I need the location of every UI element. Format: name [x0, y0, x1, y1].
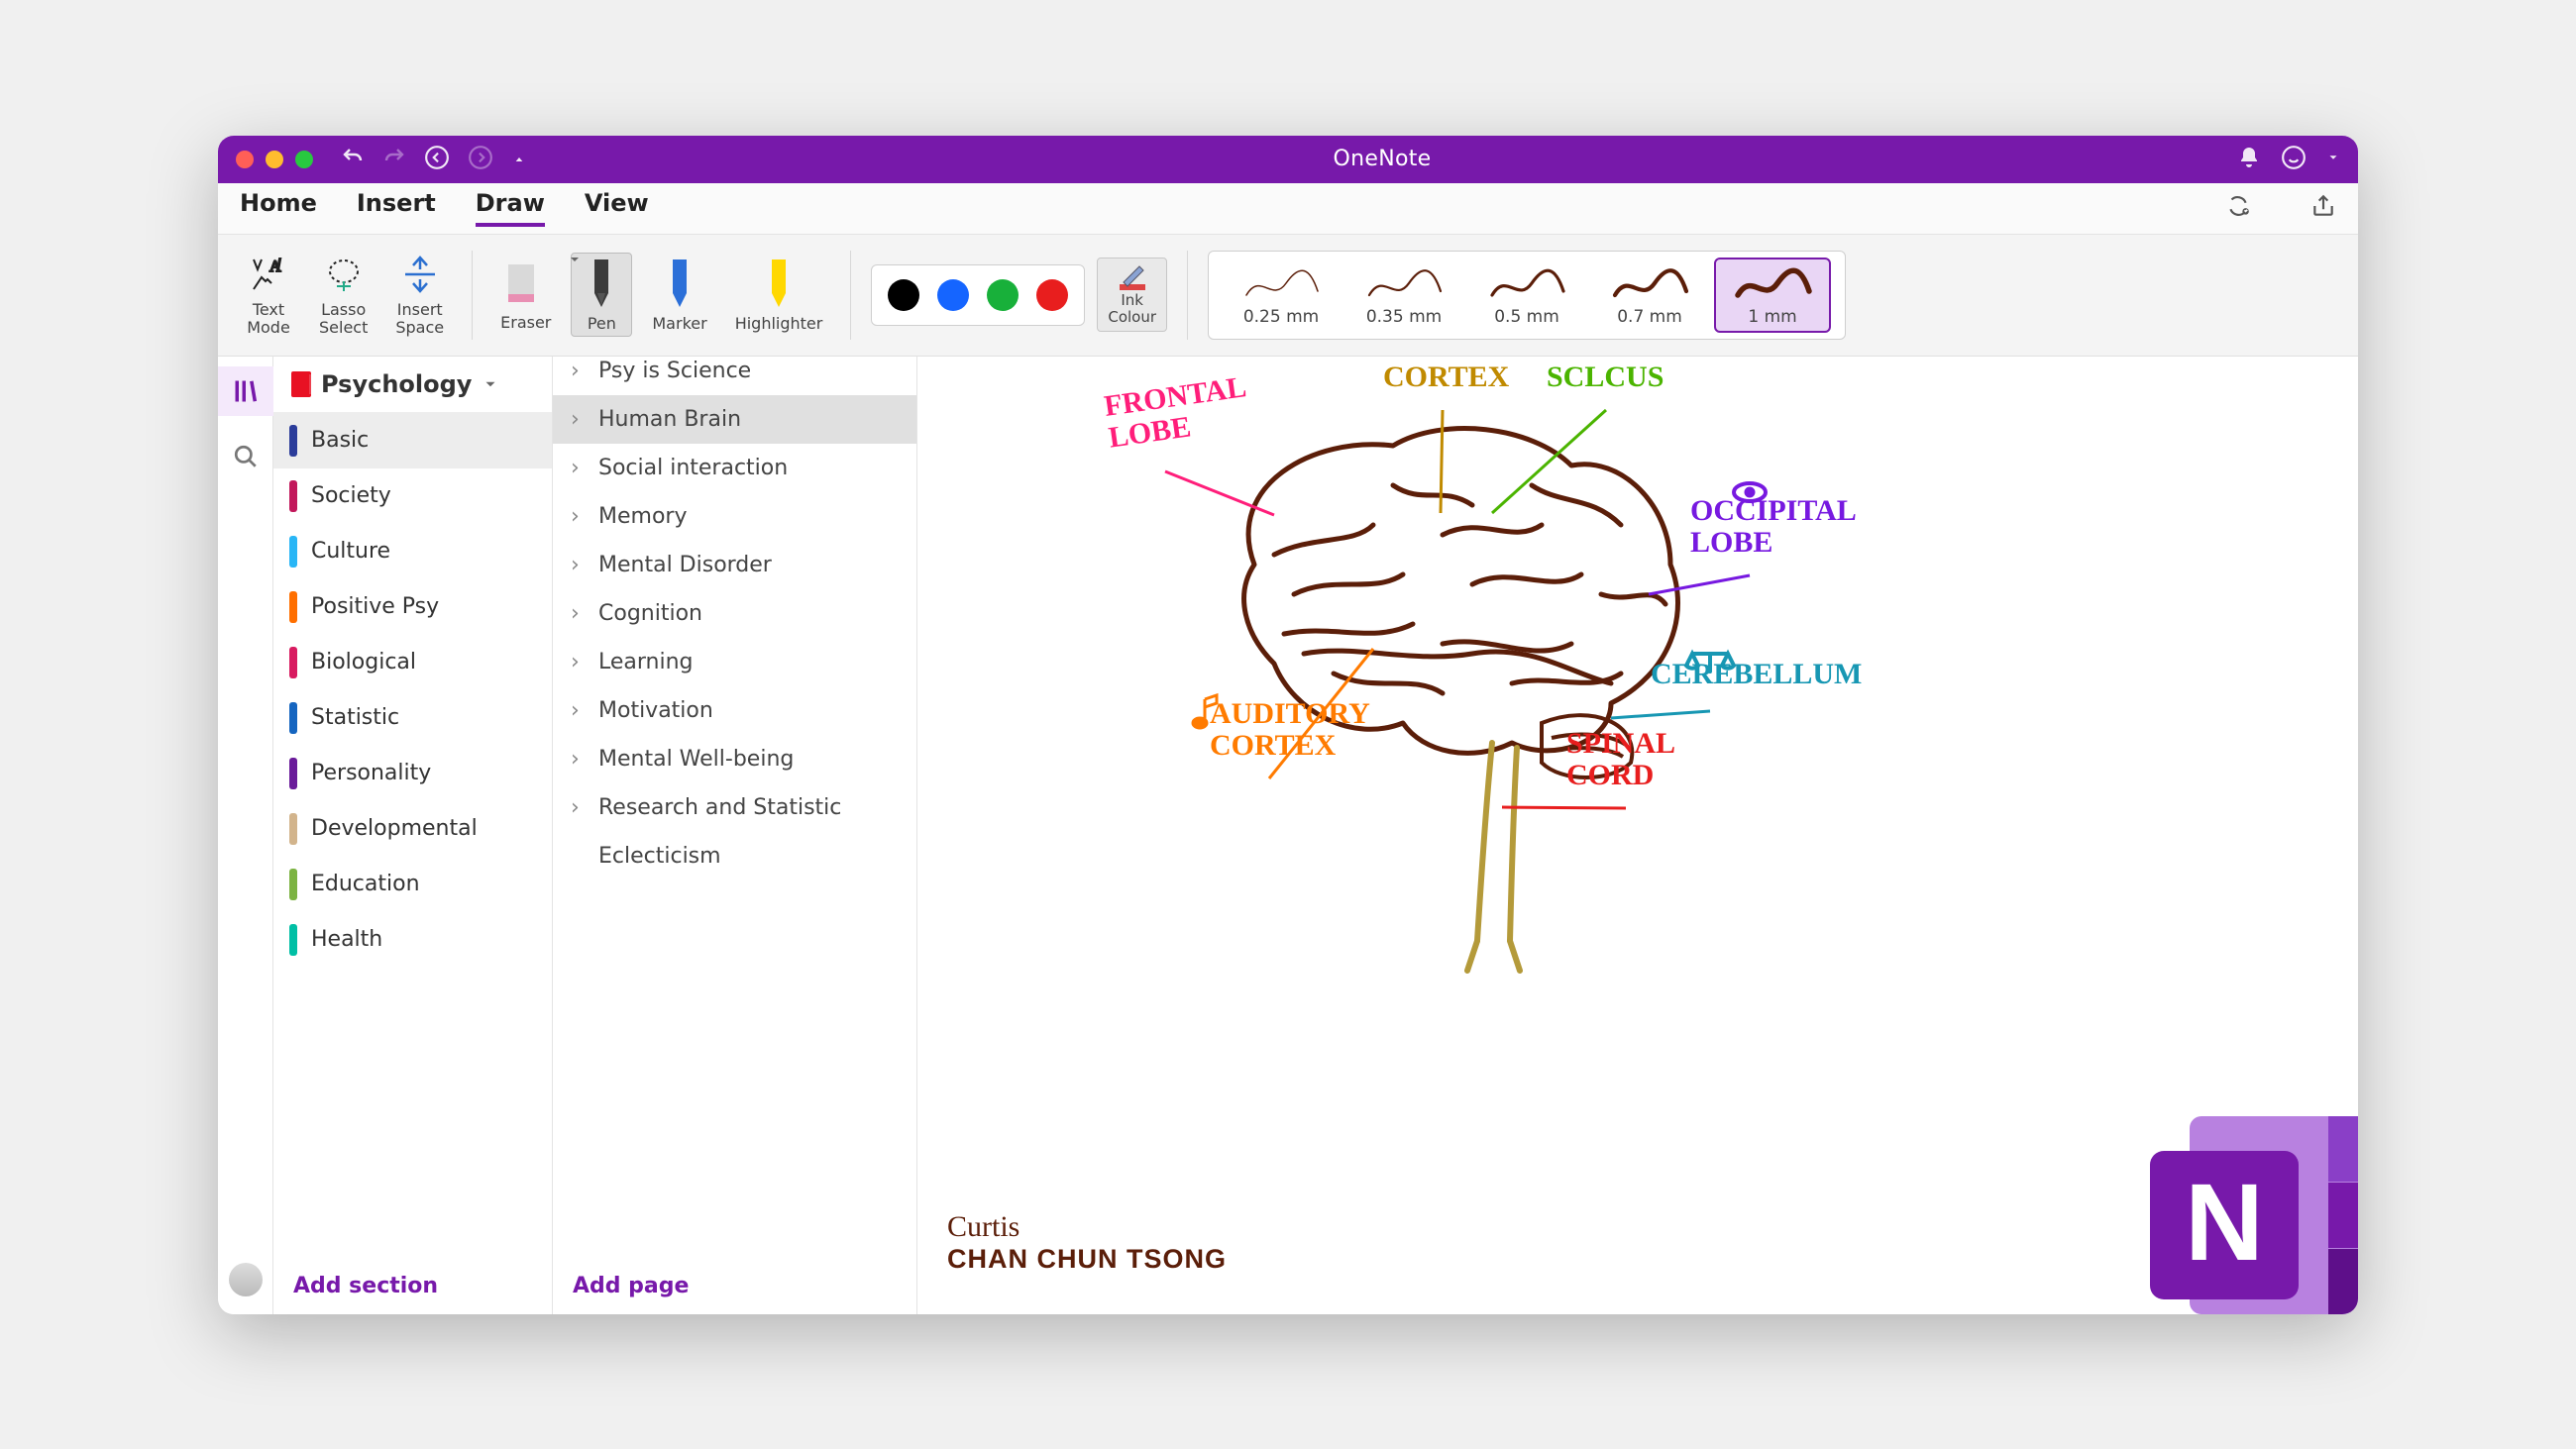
- content-area: Psychology BasicSocietyCulturePositive P…: [218, 357, 2358, 1314]
- tab-home[interactable]: Home: [240, 189, 317, 227]
- ink-swatches: [871, 264, 1085, 326]
- feedback-icon[interactable]: [2281, 145, 2307, 174]
- page-mental-disorder[interactable]: ›Mental Disorder: [553, 541, 916, 589]
- section-culture[interactable]: Culture: [273, 524, 552, 579]
- lasso-select-button[interactable]: Lasso Select: [311, 250, 376, 340]
- minimize-button[interactable]: [266, 151, 283, 168]
- section-positive-psy[interactable]: Positive Psy: [273, 579, 552, 635]
- logo-letter: N: [2185, 1162, 2263, 1284]
- svg-text:SPINAL: SPINAL: [1566, 727, 1675, 760]
- ink-colour-button[interactable]: Ink Colour: [1097, 258, 1167, 332]
- undo-icon[interactable]: [341, 146, 365, 173]
- notebook-color-swatch: [291, 371, 311, 397]
- quick-access: [341, 145, 527, 174]
- svg-text:OCCIPITAL: OCCIPITAL: [1690, 494, 1857, 527]
- section-education[interactable]: Education: [273, 857, 552, 912]
- section-biological[interactable]: Biological: [273, 635, 552, 690]
- add-section-button[interactable]: Add section: [273, 1258, 552, 1314]
- close-button[interactable]: [236, 151, 254, 168]
- ink-swatch-0[interactable]: [888, 279, 919, 311]
- back-icon[interactable]: [424, 145, 450, 174]
- qat-dropdown-icon[interactable]: [511, 150, 527, 169]
- page-mental-well-being[interactable]: ›Mental Well-being: [553, 735, 916, 783]
- eraser-button[interactable]: Eraser: [492, 255, 559, 336]
- page-cognition[interactable]: ›Cognition: [553, 589, 916, 638]
- add-page-button[interactable]: Add page: [553, 1258, 916, 1314]
- notifications-icon[interactable]: [2237, 146, 2261, 173]
- svg-text:CEREBELLUM: CEREBELLUM: [1651, 658, 1862, 690]
- section-society[interactable]: Society: [273, 468, 552, 524]
- page-research-and-statistic[interactable]: ›Research and Statistic: [553, 783, 916, 832]
- ink-colour-label: Ink Colour: [1108, 292, 1156, 325]
- titlebar: OneNote: [218, 136, 2358, 183]
- ink-swatch-2[interactable]: [987, 279, 1019, 311]
- window-controls: [236, 151, 313, 168]
- notebook-picker[interactable]: Psychology: [273, 357, 552, 413]
- pages-panel: ›Psy is Science›Human Brain›Social inter…: [553, 357, 917, 1314]
- page-psy-is-science[interactable]: ›Psy is Science: [553, 357, 916, 395]
- section-personality[interactable]: Personality: [273, 746, 552, 801]
- page-motivation[interactable]: ›Motivation: [553, 686, 916, 735]
- stroke-0.7mm[interactable]: 0.7 mm: [1591, 259, 1708, 331]
- ribbon-tabs: Home Insert Draw View: [218, 183, 2358, 235]
- window-title: OneNote: [527, 147, 2237, 171]
- stroke-0.5mm[interactable]: 0.5 mm: [1468, 259, 1585, 331]
- share-icon[interactable]: [2310, 193, 2336, 223]
- tab-insert[interactable]: Insert: [357, 189, 436, 227]
- page-social-interaction[interactable]: ›Social interaction: [553, 444, 916, 492]
- page-learning[interactable]: ›Learning: [553, 638, 916, 686]
- maximize-button[interactable]: [295, 151, 313, 168]
- chevron-down-icon: [482, 375, 499, 393]
- section-developmental[interactable]: Developmental: [273, 801, 552, 857]
- titlebar-right: [2237, 145, 2340, 174]
- search-icon[interactable]: [233, 444, 259, 473]
- svg-text:CORD: CORD: [1566, 759, 1654, 791]
- svg-text:CORTEX: CORTEX: [1210, 729, 1337, 762]
- svg-text:AUDITORY: AUDITORY: [1210, 697, 1370, 730]
- section-basic[interactable]: Basic: [273, 413, 552, 468]
- notebook-name: Psychology: [321, 370, 472, 398]
- section-health[interactable]: Health: [273, 912, 552, 968]
- stroke-1mm[interactable]: 1 mm: [1714, 258, 1831, 333]
- section-statistic[interactable]: Statistic: [273, 690, 552, 746]
- page-memory[interactable]: ›Memory: [553, 492, 916, 541]
- highlighter-button[interactable]: Highlighter: [727, 254, 831, 337]
- signature: Curtis CHAN CHUN TSONG: [947, 1210, 1227, 1275]
- app-window: OneNote Home Insert Draw View AIText ModeLa…: [218, 136, 2358, 1314]
- avatar[interactable]: [229, 1263, 263, 1296]
- pen-button[interactable]: Pen: [571, 253, 632, 338]
- svg-text:LOBE: LOBE: [1690, 526, 1772, 559]
- nav-rail: [218, 357, 273, 1314]
- marker-button[interactable]: Marker: [644, 254, 714, 337]
- sync-icon[interactable]: [2225, 193, 2251, 223]
- page-eclecticism[interactable]: Eclecticism: [553, 832, 916, 880]
- svg-text:SCLCUS: SCLCUS: [1547, 361, 1664, 393]
- stroke-width-picker: 0.25 mm0.35 mm0.5 mm0.7 mm1 mm: [1208, 251, 1846, 340]
- svg-text:I: I: [277, 257, 281, 270]
- svg-text:CORTEX: CORTEX: [1383, 361, 1510, 393]
- ink-swatch-1[interactable]: [937, 279, 969, 311]
- sections-panel: Psychology BasicSocietyCulturePositive P…: [273, 357, 553, 1314]
- tab-draw[interactable]: Draw: [476, 189, 545, 227]
- signature-block: CHAN CHUN TSONG: [947, 1244, 1227, 1275]
- notebooks-icon[interactable]: [218, 366, 273, 416]
- tab-view[interactable]: View: [585, 189, 649, 227]
- ribbon: AIText ModeLasso SelectInsert Space Eras…: [218, 235, 2358, 357]
- insert-space-button[interactable]: Insert Space: [387, 250, 452, 340]
- forward-icon[interactable]: [468, 145, 493, 174]
- stroke-0.25mm[interactable]: 0.25 mm: [1223, 259, 1340, 331]
- redo-icon[interactable]: [382, 146, 406, 173]
- titlebar-chevron-down-icon[interactable]: [2326, 150, 2340, 168]
- signature-hand: Curtis: [947, 1210, 1227, 1244]
- ink-swatch-3[interactable]: [1036, 279, 1068, 311]
- page-human-brain[interactable]: ›Human Brain: [553, 395, 916, 444]
- stroke-0.35mm[interactable]: 0.35 mm: [1345, 259, 1462, 331]
- text-mode-button[interactable]: AIText Mode: [238, 250, 299, 340]
- onenote-logo: N: [2130, 1087, 2358, 1314]
